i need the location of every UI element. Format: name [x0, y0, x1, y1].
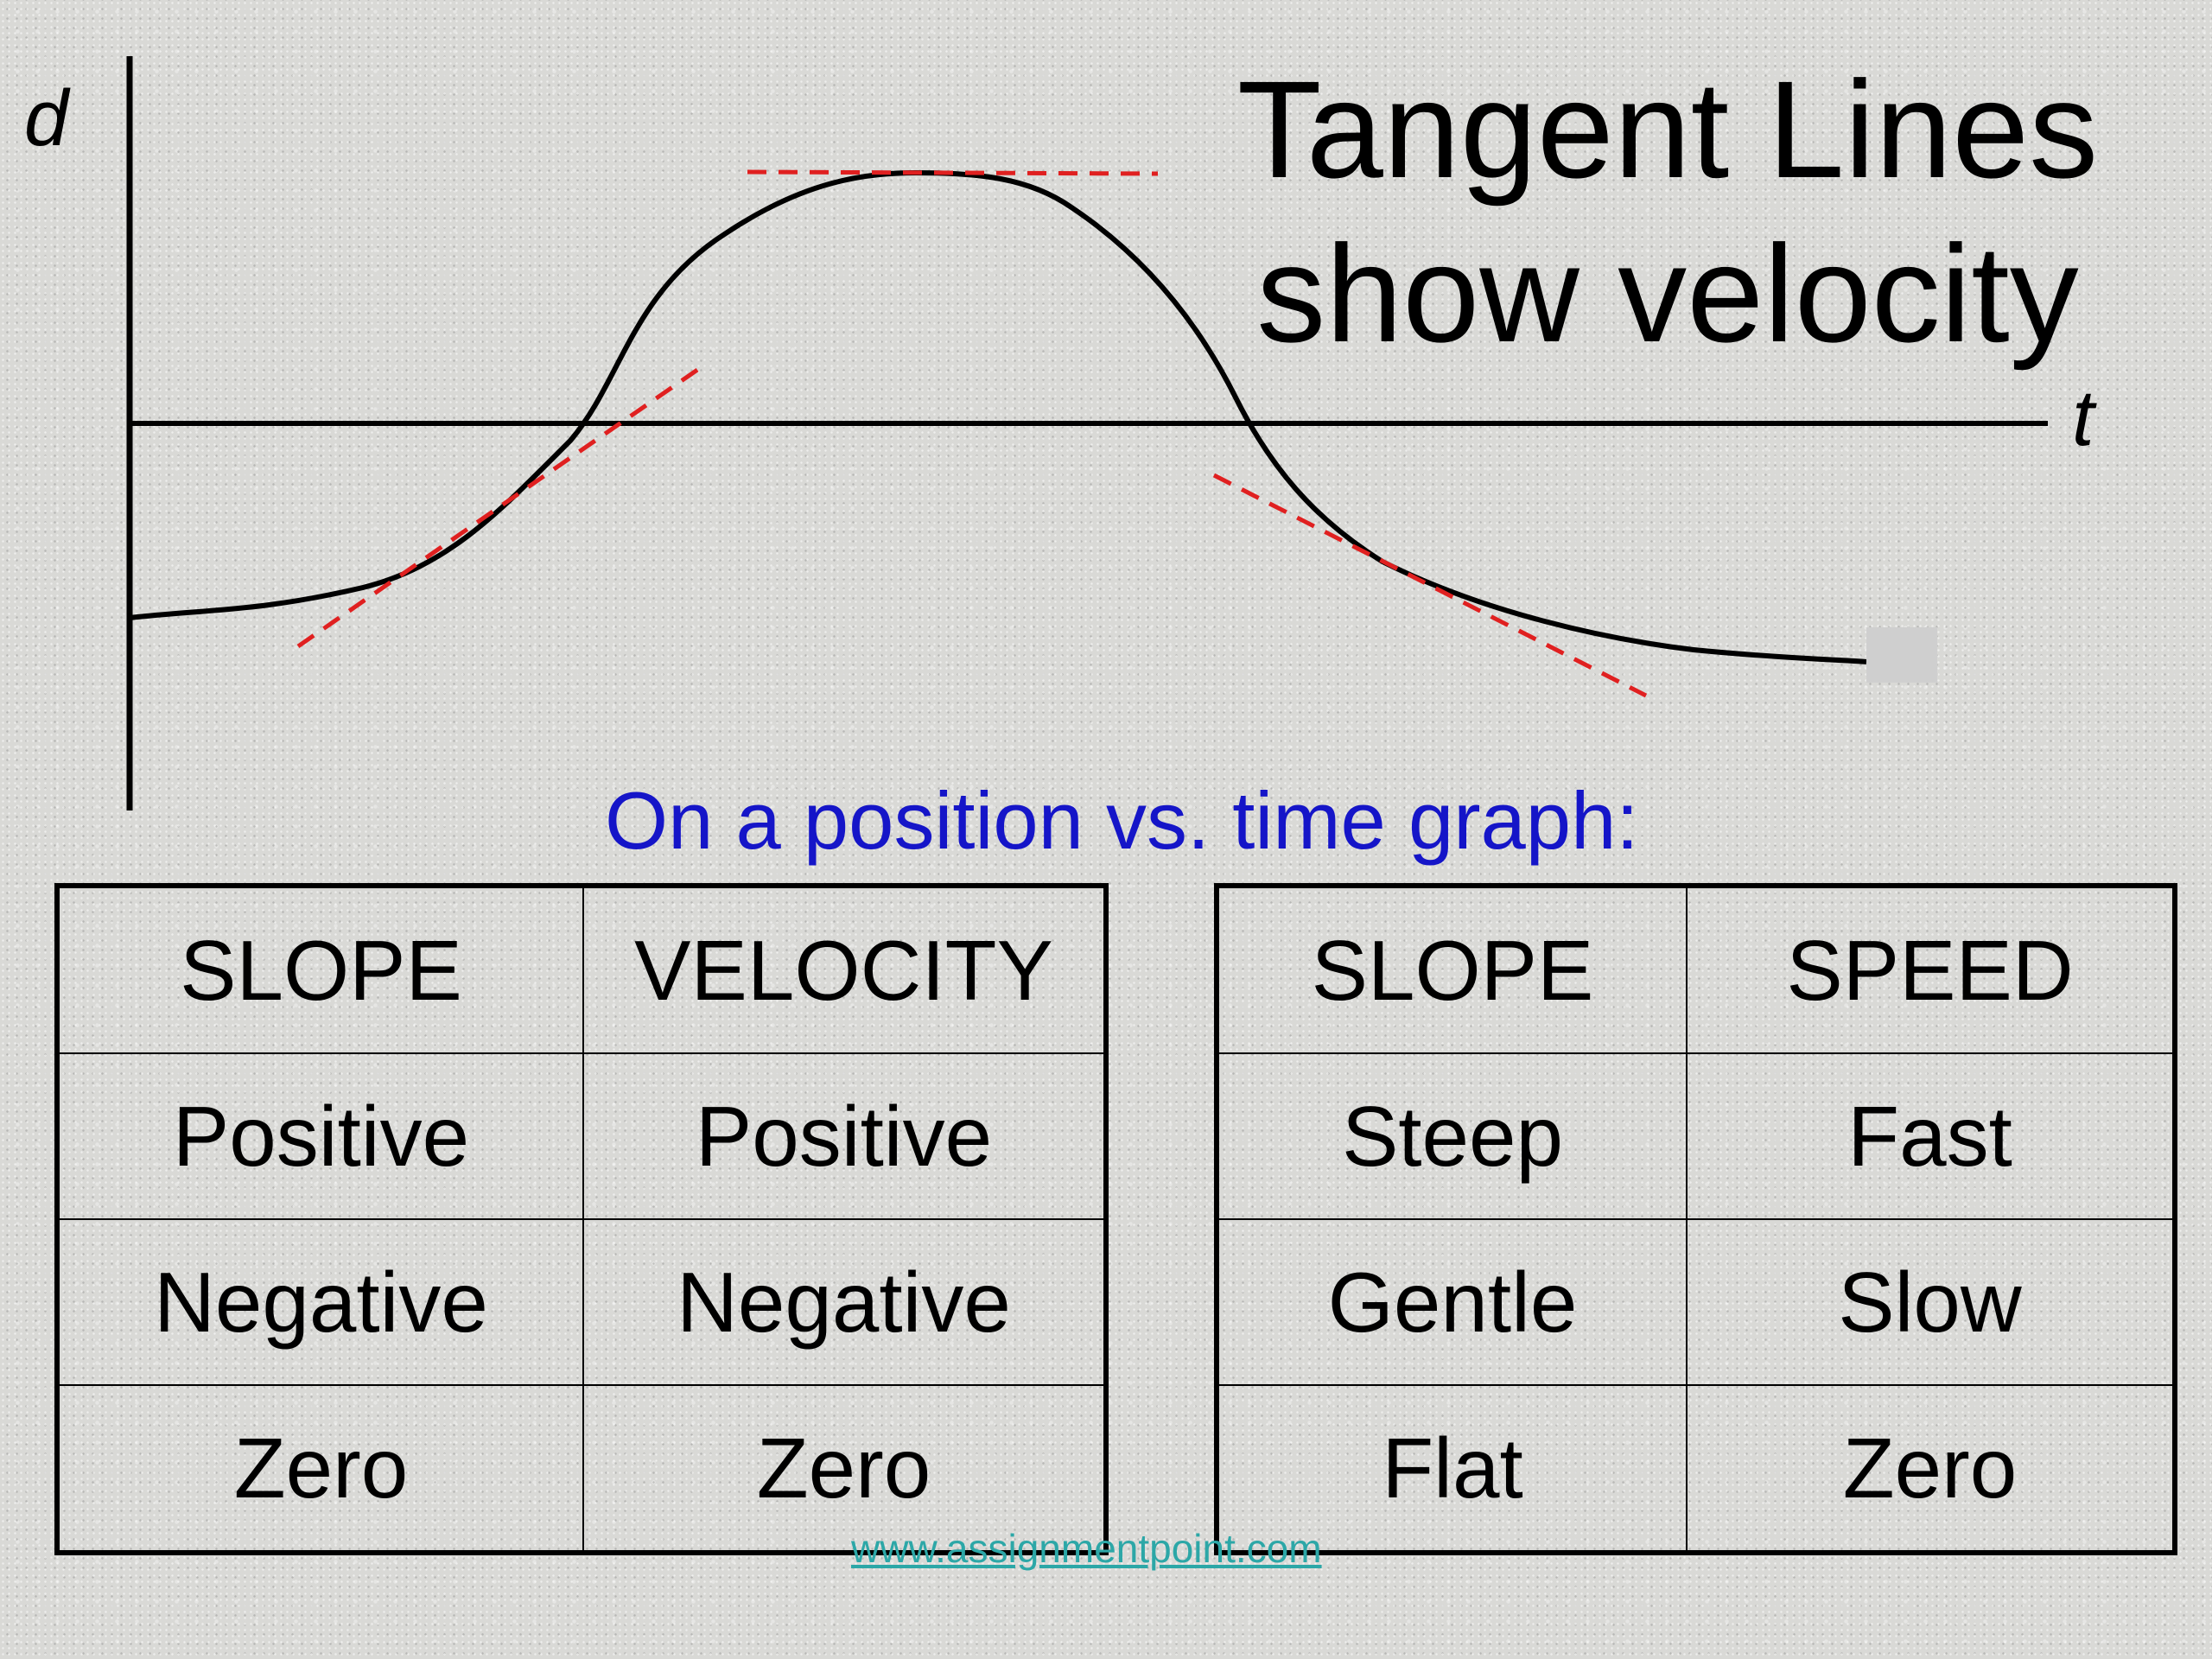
tangent-line-positive — [296, 365, 702, 649]
table-header-cell: SLOPE — [56, 885, 584, 1054]
table-row: Steep Fast — [1216, 1052, 2176, 1220]
slide-title: Tangent Lines show velocity — [1192, 48, 2143, 376]
tangent-line-zero — [747, 169, 1159, 176]
table-header-cell: SLOPE — [1216, 885, 1688, 1054]
table-cell: Positive — [582, 1052, 1107, 1220]
table-cell: Gentle — [1216, 1218, 1688, 1386]
footer-link[interactable]: www.assignmentpoint.com — [851, 1526, 1322, 1571]
y-axis-label: d — [24, 74, 69, 162]
slope-speed-table: SLOPE SPEED Steep Fast Gentle Slow Flat … — [1214, 883, 2177, 1555]
table-header-cell: SPEED — [1686, 885, 2176, 1054]
slope-velocity-table: SLOPE VELOCITY Positive Positive Negativ… — [54, 883, 1109, 1555]
position-curve — [129, 169, 1867, 664]
title-line-1: Tangent Lines — [1236, 52, 2099, 207]
tangent-line-negative — [1212, 473, 1648, 698]
table-cell: Fast — [1686, 1052, 2176, 1220]
table-row: Flat Zero — [1216, 1384, 2176, 1554]
table-cell: Slow — [1686, 1218, 2176, 1386]
x-axis-label: t — [2072, 374, 2094, 462]
position-time-graph — [126, 56, 2048, 810]
table-row: Positive Positive — [56, 1052, 1107, 1220]
table-cell: Steep — [1216, 1052, 1688, 1220]
table-cell: Zero — [56, 1384, 584, 1554]
table-header-row: SLOPE VELOCITY — [56, 885, 1107, 1054]
table-cell: Zero — [582, 1384, 1107, 1554]
table-cell: Positive — [56, 1052, 584, 1220]
table-cell: Negative — [56, 1218, 584, 1386]
gray-marker — [1866, 627, 1937, 683]
table-row: Gentle Slow — [1216, 1218, 2176, 1386]
title-line-2: show velocity — [1256, 216, 2079, 371]
table-cell: Flat — [1216, 1384, 1688, 1554]
table-header-cell: VELOCITY — [582, 885, 1107, 1054]
table-row: Zero Zero — [56, 1384, 1107, 1554]
subtitle: On a position vs. time graph: — [605, 775, 1639, 866]
table-header-row: SLOPE SPEED — [1216, 885, 2176, 1054]
table-cell: Negative — [582, 1218, 1107, 1386]
table-row: Negative Negative — [56, 1218, 1107, 1386]
table-cell: Zero — [1686, 1384, 2176, 1554]
